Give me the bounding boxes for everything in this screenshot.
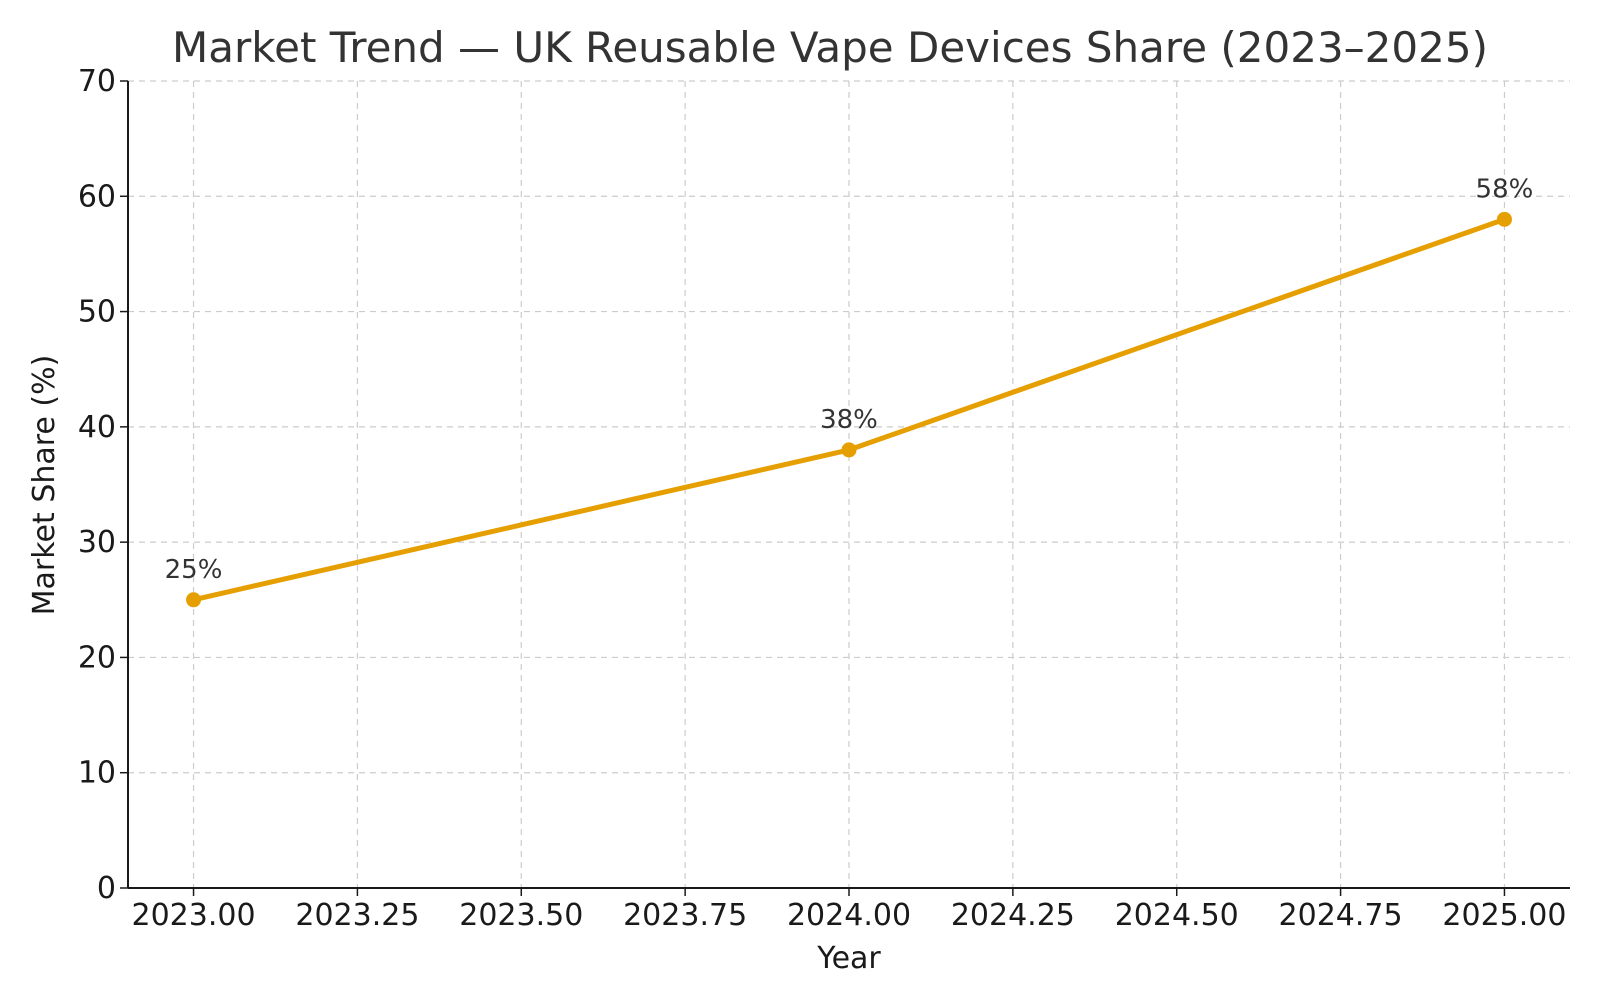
data-point bbox=[841, 442, 857, 458]
data-labels: 25% 38% 58% bbox=[165, 174, 1534, 584]
series bbox=[186, 211, 1512, 608]
x-tick-label: 2024.25 bbox=[951, 898, 1075, 933]
x-tick-label: 2025.00 bbox=[1442, 898, 1566, 933]
x-axis-label: Year bbox=[816, 941, 881, 976]
data-point bbox=[1496, 211, 1512, 227]
data-label: 58% bbox=[1476, 174, 1534, 204]
y-tick-label: 70 bbox=[78, 64, 116, 99]
data-label: 38% bbox=[820, 405, 878, 435]
x-tick-label: 2024.75 bbox=[1279, 898, 1403, 933]
y-tick-label: 20 bbox=[78, 640, 116, 675]
y-tick-label: 40 bbox=[78, 410, 116, 445]
y-tick-label: 10 bbox=[78, 756, 116, 791]
y-axis-label: Market Share (%) bbox=[27, 355, 62, 616]
data-label: 25% bbox=[165, 555, 223, 585]
grid bbox=[128, 80, 1570, 888]
x-tick-label: 2024.50 bbox=[1115, 898, 1239, 933]
y-tick-label: 50 bbox=[78, 295, 116, 330]
x-tick-label: 2024.00 bbox=[787, 898, 911, 933]
y-tick-label: 0 bbox=[97, 871, 116, 906]
data-point bbox=[186, 592, 202, 608]
x-tick-label: 2023.50 bbox=[459, 898, 583, 933]
y-ticks: 0 10 20 30 40 50 60 70 bbox=[78, 64, 128, 906]
chart-title: Market Trend — UK Reusable Vape Devices … bbox=[172, 23, 1488, 72]
x-ticks: 2023.00 2023.25 2023.50 2023.75 2024.00 2024.… bbox=[132, 888, 1566, 933]
x-tick-label: 2023.25 bbox=[295, 898, 419, 933]
x-tick-label: 2023.75 bbox=[623, 898, 747, 933]
x-tick-label: 2023.00 bbox=[132, 898, 256, 933]
y-tick-label: 30 bbox=[78, 525, 116, 560]
y-tick-label: 60 bbox=[78, 179, 116, 214]
